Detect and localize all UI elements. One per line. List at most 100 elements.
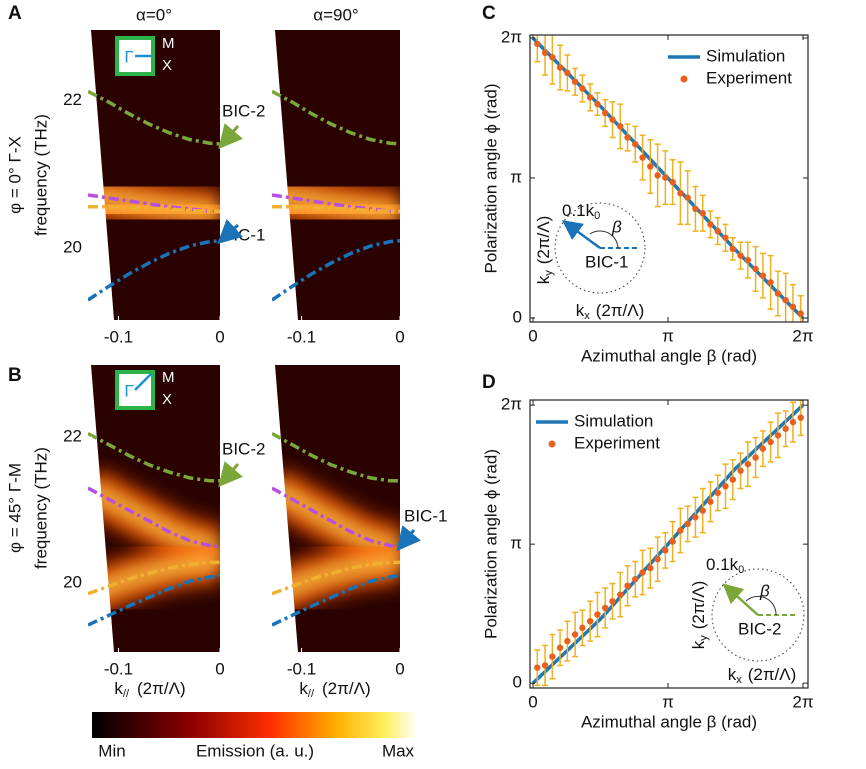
- x-tick-label: -0.1: [104, 327, 133, 346]
- inset-label: β: [759, 581, 770, 600]
- data-point: [556, 644, 564, 651]
- data-point: [586, 617, 594, 625]
- data-point: [797, 310, 804, 317]
- x-axis-label: k//(2π/Λ): [114, 679, 185, 699]
- panel-title: α=0°: [136, 5, 172, 24]
- plot-frame: [529, 34, 809, 323]
- mode-curve: [272, 193, 400, 214]
- data-point: [737, 252, 744, 259]
- annotation: BIC-2: [222, 439, 265, 458]
- data-point: [639, 154, 646, 161]
- data-point: [541, 662, 549, 669]
- data-point: [774, 432, 782, 439]
- y-tick-label: π: [510, 534, 522, 553]
- data-point: [714, 227, 721, 235]
- unmeasured-region: [88, 30, 114, 320]
- data-point: [534, 664, 541, 671]
- panel-title: α=90°: [313, 5, 358, 24]
- plot-area: [88, 30, 220, 320]
- data-point: [662, 547, 669, 554]
- colorbar-label: Min: [98, 741, 125, 760]
- x-tick-label: 0: [528, 692, 537, 711]
- bz-icon: Γ M X: [115, 369, 175, 410]
- data-point: [774, 290, 782, 297]
- data-point: [601, 109, 609, 117]
- inset: 0.1k0 β BIC-1 ky(2π/Λ) kx (2π/Λ): [534, 201, 646, 322]
- x-tick-label: 0: [395, 327, 404, 346]
- panel-letter: C: [482, 3, 496, 24]
- data-point: [601, 604, 609, 612]
- data-point: [579, 85, 586, 92]
- legend-label: Experiment: [706, 68, 792, 87]
- data-point: [669, 538, 676, 545]
- inset-label: 0.1k0: [562, 201, 600, 221]
- data-point: [699, 210, 706, 217]
- unmeasured-region: [272, 30, 298, 320]
- x-tick-label: -0.1: [287, 659, 316, 678]
- data-point: [729, 245, 737, 253]
- y-tick-label: 0: [513, 307, 522, 326]
- data-point: [752, 265, 759, 273]
- x-tick-label: π: [662, 326, 674, 345]
- data-point: [632, 140, 639, 148]
- data-point: [571, 631, 579, 638]
- inset-axis-label: kx (2π/Λ): [728, 665, 797, 685]
- data-point: [699, 507, 706, 514]
- data-point: [677, 527, 684, 534]
- data-point: [534, 40, 541, 48]
- colorbar: [92, 712, 418, 738]
- data-point: [549, 54, 556, 61]
- inset: 0.1k0 β BIC-2 ky(2π/Λ) kx (2π/Λ): [689, 555, 805, 686]
- data-point: [707, 221, 714, 228]
- row-label: φ = 0° Γ-X: [5, 136, 24, 214]
- x-tick-label: 2π: [792, 692, 813, 711]
- legend-label: Simulation: [574, 411, 653, 430]
- legend-label: Simulation: [706, 46, 785, 65]
- data-point: [579, 624, 586, 632]
- x-tick-label: -0.1: [287, 327, 316, 346]
- data-point: [594, 611, 601, 618]
- data-point: [677, 190, 684, 197]
- data-point: [752, 454, 759, 461]
- data-point: [744, 256, 752, 264]
- data-point: [571, 78, 579, 85]
- data-point: [684, 194, 691, 201]
- data-point: [639, 569, 646, 576]
- mode-curve: [272, 205, 400, 214]
- annotation-arrow: [217, 219, 243, 245]
- mode-curve: [88, 239, 220, 302]
- data-point: [782, 296, 789, 304]
- data-point: [632, 575, 639, 583]
- data-point: [707, 498, 714, 505]
- mode-curve: [272, 89, 400, 146]
- icon-label: M: [162, 369, 175, 386]
- mode-curve: [88, 205, 220, 214]
- inset-label: β: [611, 217, 622, 236]
- data-point: [617, 123, 624, 130]
- data-point: [647, 564, 654, 572]
- data-point: [692, 514, 699, 521]
- annotation-arrow: [218, 123, 243, 150]
- inset-label: BIC-1: [585, 252, 628, 271]
- data-point: [564, 69, 571, 77]
- row-label: φ = 45° Γ-M: [5, 463, 24, 553]
- data-point: [609, 598, 616, 605]
- y-axis-label: frequency (THz): [31, 447, 50, 569]
- x-tick-label: 0: [215, 659, 224, 678]
- data-point: [714, 489, 721, 497]
- data-point: [759, 445, 767, 452]
- annotation-arrow: [218, 461, 243, 488]
- inset-label: BIC-2: [738, 619, 781, 638]
- plot-area: [88, 365, 220, 652]
- x-axis-label: Azimuthal angle β (rad): [581, 346, 757, 365]
- data-point: [609, 116, 616, 123]
- y-axis-label: Polarization angle ϕ (rad): [481, 449, 500, 639]
- annotation: BIC-1: [404, 506, 447, 525]
- y-tick-label: 22: [63, 427, 82, 446]
- mode-curve: [272, 431, 400, 483]
- panel: α=90° -0.1 0: [272, 5, 405, 346]
- panel-letter: A: [8, 3, 22, 24]
- y-tick-label: 2π: [501, 27, 522, 46]
- data-point: [556, 64, 564, 71]
- y-tick-label: 20: [63, 572, 82, 591]
